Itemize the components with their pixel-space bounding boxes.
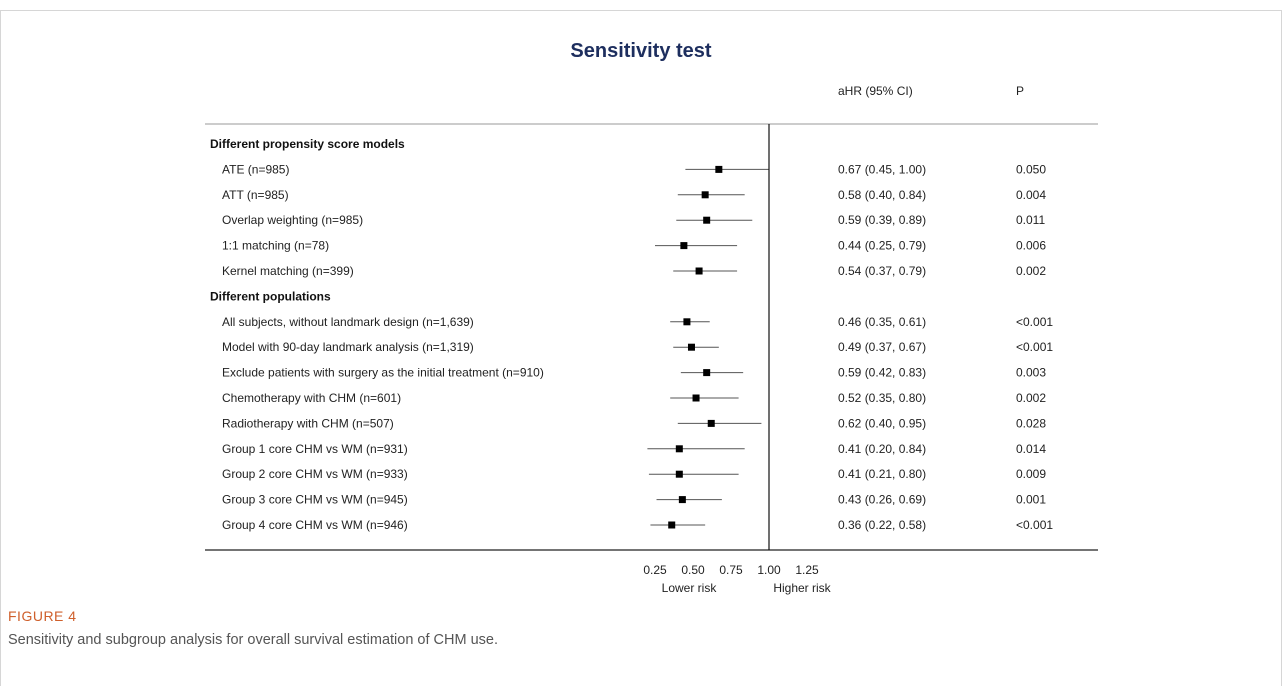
- p-value: 0.028: [1016, 416, 1046, 430]
- ci-text: 0.52 (0.35, 0.80): [838, 391, 926, 405]
- lower-risk-label: Lower risk: [662, 581, 718, 595]
- higher-risk-label: Higher risk: [773, 581, 831, 595]
- p-value: 0.003: [1016, 366, 1046, 380]
- row-label: Overlap weighting (n=985): [222, 213, 363, 227]
- p-value: 0.009: [1016, 467, 1046, 481]
- group-label: Different populations: [210, 289, 331, 303]
- hr-marker: [703, 369, 711, 377]
- hr-marker: [683, 318, 691, 326]
- ci-text: 0.59 (0.39, 0.89): [838, 213, 926, 227]
- row-label: All subjects, without landmark design (n…: [222, 315, 474, 329]
- ci-text: 0.44 (0.25, 0.79): [838, 239, 926, 253]
- x-tick-label: 0.75: [719, 563, 743, 577]
- hr-marker: [701, 191, 709, 199]
- row-label: ATE (n=985): [222, 162, 289, 176]
- row-label: Group 4 core CHM vs WM (n=946): [222, 518, 408, 532]
- hr-marker: [668, 521, 676, 529]
- chart-title: Sensitivity test: [570, 40, 712, 62]
- row-label: Group 3 core CHM vs WM (n=945): [222, 493, 408, 507]
- p-value: 0.050: [1016, 162, 1046, 176]
- ci-text: 0.59 (0.42, 0.83): [838, 366, 926, 380]
- x-tick-label: 1.25: [795, 563, 819, 577]
- figure-caption: Sensitivity and subgroup analysis for ov…: [8, 632, 498, 648]
- ci-text: 0.43 (0.26, 0.69): [838, 493, 926, 507]
- row-label: Chemotherapy with CHM (n=601): [222, 391, 401, 405]
- p-value: 0.004: [1016, 188, 1046, 202]
- x-tick-label: 0.25: [643, 563, 667, 577]
- row-label: Exclude patients with surgery as the ini…: [222, 366, 544, 380]
- hr-marker: [687, 343, 695, 351]
- figure-label: FIGURE 4: [8, 608, 77, 624]
- row-label: Group 2 core CHM vs WM (n=933): [222, 467, 408, 481]
- hr-marker: [707, 419, 715, 427]
- row-label: 1:1 matching (n=78): [222, 239, 329, 253]
- ci-text: 0.49 (0.37, 0.67): [838, 340, 926, 354]
- p-value: <0.001: [1016, 340, 1053, 354]
- ci-text: 0.41 (0.21, 0.80): [838, 467, 926, 481]
- ci-text: 0.62 (0.40, 0.95): [838, 416, 926, 430]
- forest-plot: Different propensity score models ATE (n=…: [205, 123, 1098, 595]
- x-tick-label: 0.50: [681, 563, 705, 577]
- ci-text: 0.54 (0.37, 0.79): [838, 264, 926, 278]
- ci-text: 0.41 (0.20, 0.84): [838, 442, 926, 456]
- hr-marker: [695, 267, 703, 275]
- p-value: <0.001: [1016, 518, 1053, 532]
- hr-marker: [675, 445, 683, 453]
- p-value: 0.011: [1016, 213, 1045, 227]
- ci-text: 0.46 (0.35, 0.61): [838, 315, 926, 329]
- row-label: Kernel matching (n=399): [222, 264, 354, 278]
- p-value: 0.002: [1016, 264, 1046, 278]
- row-label: Group 1 core CHM vs WM (n=931): [222, 442, 408, 456]
- row-label: Model with 90-day landmark analysis (n=1…: [222, 340, 474, 354]
- hr-marker: [703, 216, 711, 224]
- hr-marker: [680, 242, 688, 250]
- p-value: 0.006: [1016, 239, 1046, 253]
- row-label: ATT (n=985): [222, 188, 289, 202]
- column-header-estimate: aHR (95% CI): [838, 84, 913, 98]
- p-value: <0.001: [1016, 315, 1053, 329]
- hr-marker: [692, 394, 700, 402]
- column-header-p: P: [1016, 84, 1025, 98]
- row-label: Radiotherapy with CHM (n=507): [222, 416, 394, 430]
- ci-text: 0.58 (0.40, 0.84): [838, 188, 926, 202]
- ci-text: 0.36 (0.22, 0.58): [838, 518, 926, 532]
- x-tick-label: 1.00: [757, 563, 781, 577]
- p-value: 0.014: [1016, 442, 1046, 456]
- hr-marker: [715, 165, 723, 173]
- p-value: 0.001: [1016, 493, 1046, 507]
- hr-marker: [675, 470, 683, 478]
- p-value: 0.002: [1016, 391, 1046, 405]
- ci-text: 0.67 (0.45, 1.00): [838, 162, 926, 176]
- hr-marker: [678, 496, 686, 504]
- group-label: Different propensity score models: [210, 137, 405, 151]
